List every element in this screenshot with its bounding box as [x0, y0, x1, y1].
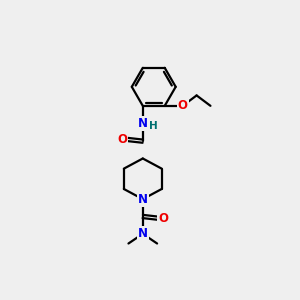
- Text: N: N: [138, 227, 148, 240]
- Text: O: O: [158, 212, 168, 225]
- Text: O: O: [117, 133, 128, 146]
- Text: O: O: [178, 99, 188, 112]
- Text: N: N: [138, 117, 148, 130]
- Text: N: N: [138, 193, 148, 206]
- Text: H: H: [149, 121, 158, 131]
